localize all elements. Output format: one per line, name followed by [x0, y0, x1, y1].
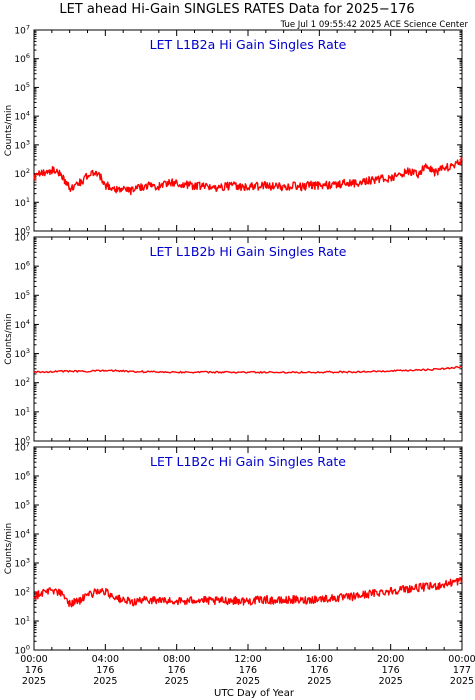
y-axis-label: Counts/min [4, 313, 14, 364]
x-tick-doy: 176 [382, 665, 400, 676]
y-tick-label: 101 [14, 405, 30, 418]
y-tick-label: 103 [14, 347, 30, 360]
y-tick-label: 100 [14, 225, 30, 238]
x-tick-time: 16:00 [306, 654, 333, 665]
x-tick-time: 00:00 [448, 654, 475, 665]
y-tick-label: 100 [14, 435, 30, 448]
y-tick-label: 102 [14, 376, 30, 389]
y-tick-label: 102 [14, 167, 30, 180]
y-tick-label: 106 [14, 470, 30, 483]
panel-2: 100 101 102 103 104 105 106 107 LET L1B2b Hi Gai… [4, 231, 463, 448]
plot-frame [33, 446, 463, 651]
y-tick-label: 104 [14, 110, 30, 123]
x-tick-time: 00:00 [20, 654, 47, 665]
y-tick-label: 104 [14, 318, 30, 331]
series-line [33, 576, 463, 608]
panel-title: LET L1B2b Hi Gain Singles Rate [150, 244, 347, 259]
x-tick-year: 2025 [450, 676, 474, 687]
y-tick-label: 107 [14, 441, 30, 454]
x-tick-time: 04:00 [92, 654, 119, 665]
y-tick-label: 107 [14, 24, 30, 37]
y-tick-label: 100 [14, 644, 30, 657]
panel-3: 100 101 102 103 104 105 106 107 LET L1B2c Hi Gai… [4, 441, 463, 657]
y-tick-label: 104 [14, 528, 30, 541]
panel-title: LET L1B2a Hi Gain Singles Rate [150, 37, 347, 52]
panel-1: 100 101 102 103 104 105 106 107 LET L1B2a Hi Gai… [4, 24, 463, 238]
x-tick-year: 2025 [93, 676, 117, 687]
plot-frame [33, 29, 463, 232]
x-tick-year: 2025 [307, 676, 331, 687]
y-tick-label: 107 [14, 231, 30, 244]
x-tick-year: 2025 [236, 676, 260, 687]
x-tick-doy: 176 [310, 665, 328, 676]
x-tick-doy: 176 [96, 665, 114, 676]
x-tick-doy: 176 [168, 665, 186, 676]
x-tick-year: 2025 [379, 676, 403, 687]
y-tick-label: 105 [14, 289, 30, 302]
y-tick-label: 101 [14, 196, 30, 209]
y-tick-label: 101 [14, 615, 30, 628]
panel-title: LET L1B2c Hi Gain Singles Rate [150, 454, 346, 469]
x-tick-time: 20:00 [377, 654, 404, 665]
x-tick-year: 2025 [22, 676, 46, 687]
y-tick-label: 106 [14, 260, 30, 273]
y-tick-label: 105 [14, 81, 30, 94]
x-axis-label: UTC Day of Year [214, 688, 295, 699]
x-tick-year: 2025 [165, 676, 189, 687]
y-tick-label: 103 [14, 557, 30, 570]
x-tick-doy: 176 [239, 665, 257, 676]
y-tick-label: 102 [14, 586, 30, 599]
timestamp-label: Tue Jul 1 09:55:42 2025 ACE Science Cent… [280, 20, 469, 30]
x-tick-time: 08:00 [163, 654, 190, 665]
x-tick-doy: 177 [453, 665, 471, 676]
y-axis-label: Counts/min [4, 105, 14, 156]
chart-title: LET ahead Hi-Gain SINGLES RATES Data for… [59, 2, 414, 17]
x-tick-time: 12:00 [234, 654, 261, 665]
y-tick-label: 103 [14, 138, 30, 151]
plot-frame [33, 236, 463, 442]
y-tick-label: 105 [14, 499, 30, 512]
x-tick-labels: 00:00176202504:00176202508:00176202512:0… [20, 654, 475, 687]
series-line [33, 365, 463, 374]
series-line [33, 156, 463, 196]
y-tick-label: 106 [14, 52, 30, 65]
y-axis-label: Counts/min [4, 523, 14, 574]
x-tick-doy: 176 [25, 665, 43, 676]
